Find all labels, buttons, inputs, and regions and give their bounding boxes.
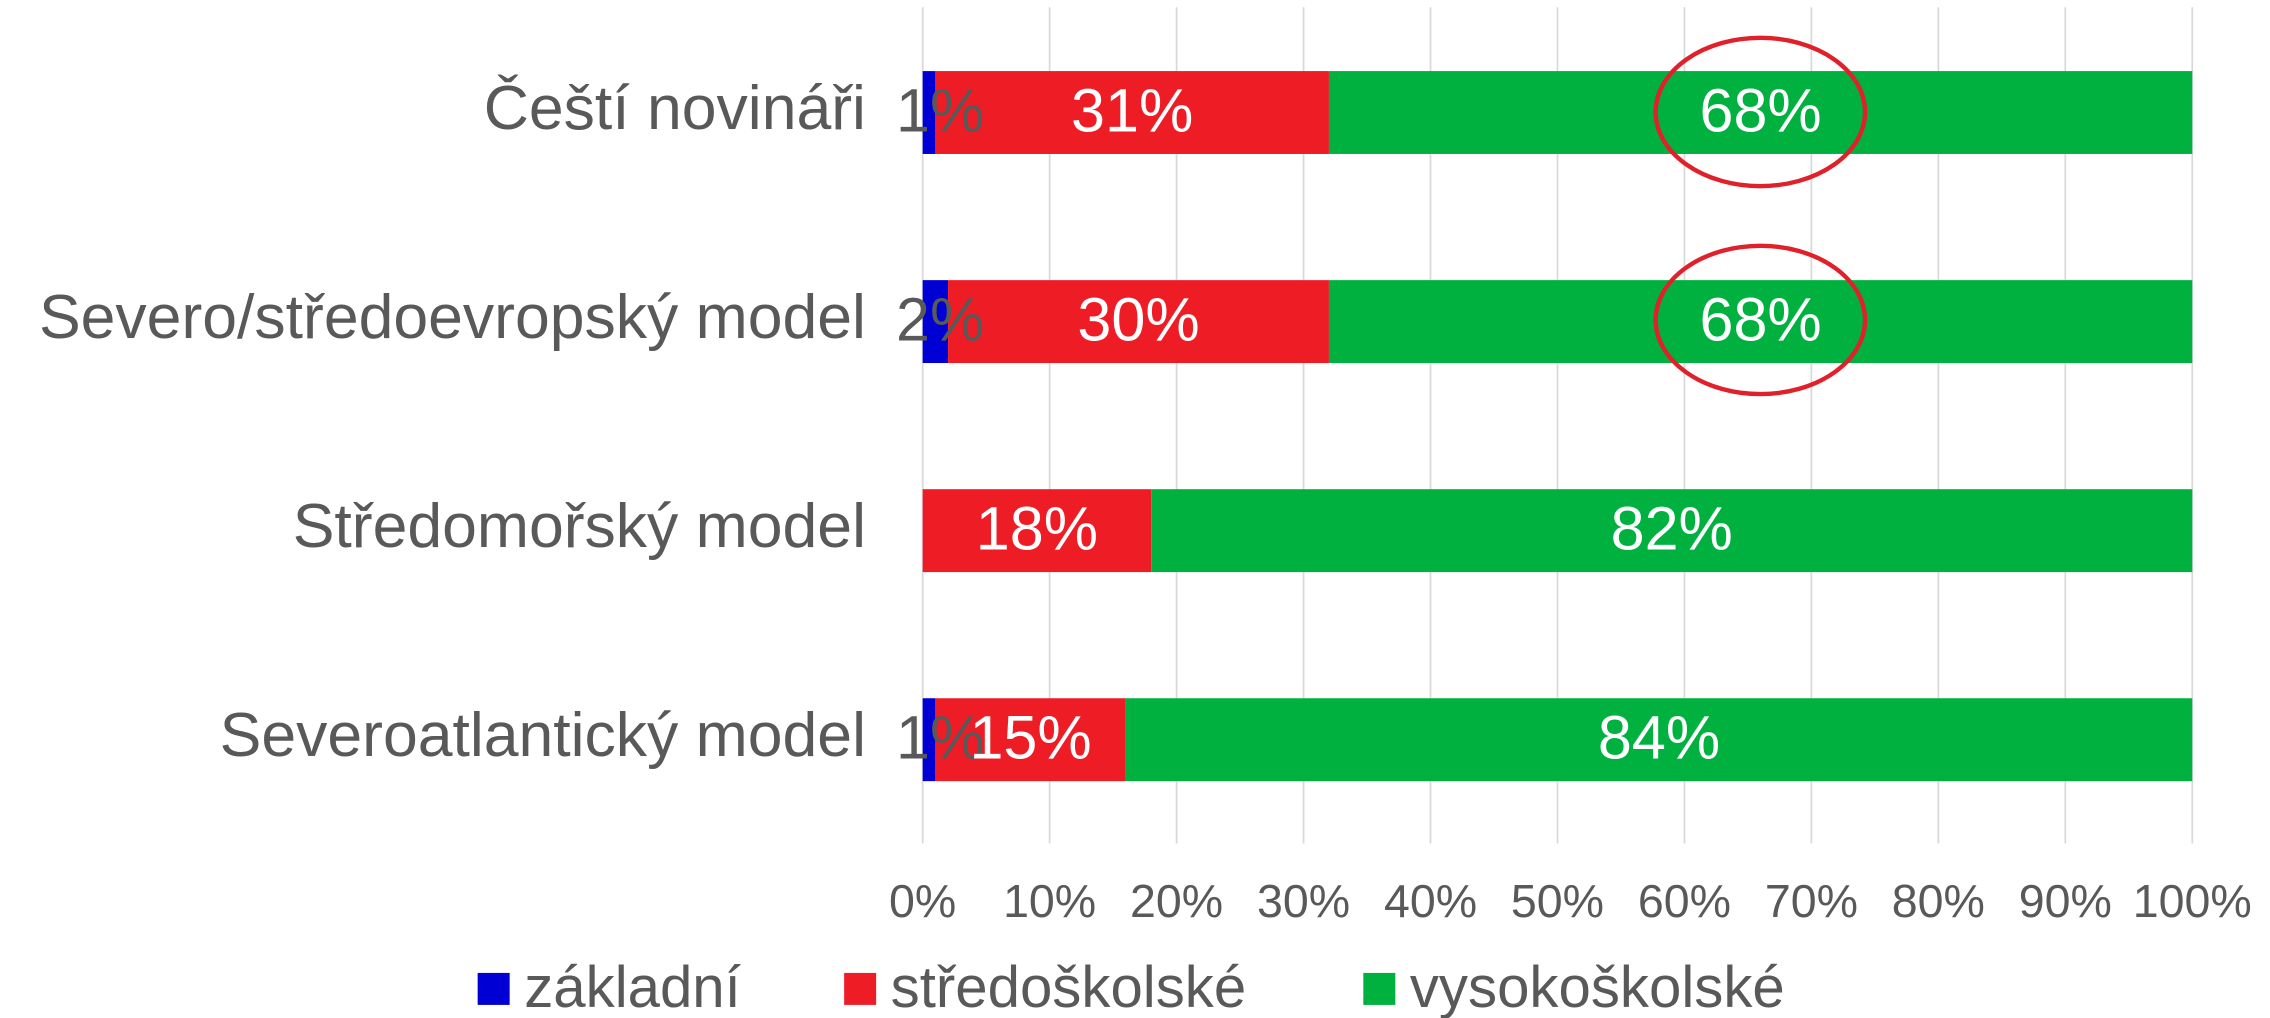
legend-label: středoškolské xyxy=(891,955,1247,1018)
data-label: 68% xyxy=(1699,286,1821,354)
category-label: Severo/středoevropský model xyxy=(39,282,866,352)
data-label: 15% xyxy=(969,704,1091,772)
x-tick-label: 50% xyxy=(1511,875,1604,927)
bar-segment xyxy=(922,280,949,364)
x-tick-label: 20% xyxy=(1130,875,1223,927)
data-label: 82% xyxy=(1611,495,1733,563)
data-label: 68% xyxy=(1699,77,1821,145)
data-label: 30% xyxy=(1077,286,1199,354)
category-label: Severoatlantický model xyxy=(220,700,866,770)
bar-segment xyxy=(935,71,1329,154)
legend-label: základní xyxy=(524,955,741,1018)
data-label: 18% xyxy=(976,495,1098,563)
bar-segment xyxy=(1328,280,2193,364)
legend-label: vysokoškolské xyxy=(1410,955,1785,1018)
bar-segment xyxy=(1151,489,2193,573)
x-tick-label: 80% xyxy=(1892,875,1985,927)
category-label: Čeští novináři xyxy=(484,73,866,143)
x-tick-label: 100% xyxy=(2133,875,2252,927)
data-label: 31% xyxy=(1071,77,1193,145)
category-label: Středomořský model xyxy=(293,491,866,561)
data-label: 1% xyxy=(896,77,984,145)
x-tick-label: 10% xyxy=(1003,875,1096,927)
x-tick-label: 30% xyxy=(1257,875,1350,927)
bar-segment xyxy=(922,698,936,782)
bar-segment xyxy=(922,489,1152,573)
legend-swatch xyxy=(844,972,877,1005)
bars xyxy=(922,71,2193,782)
x-tick-label: 70% xyxy=(1765,875,1858,927)
bar-segment xyxy=(948,280,1329,364)
bar-segment xyxy=(1328,71,2193,154)
data-label: 84% xyxy=(1598,704,1720,772)
x-tick-label: 90% xyxy=(2019,875,2112,927)
x-tick-label: 40% xyxy=(1384,875,1477,927)
highlight-circle xyxy=(1653,243,1868,397)
x-tick-label: 60% xyxy=(1638,875,1731,927)
data-label: 2% xyxy=(896,286,984,354)
legend: základní středoškolské vysokoškolské xyxy=(477,955,1785,1018)
legend-swatch xyxy=(477,972,510,1005)
x-tick-label: 0% xyxy=(889,875,956,927)
bar-segment xyxy=(1125,698,2193,782)
highlight-circle xyxy=(1653,35,1868,189)
legend-swatch xyxy=(1363,972,1396,1005)
bar-segment xyxy=(922,71,936,154)
labels: 0% 10% 20% 30% 40% 50% 60% 70% 80% 90% 100% Čeští n… xyxy=(39,73,2252,927)
data-label: 1% xyxy=(896,704,984,772)
bar-segment xyxy=(935,698,1126,782)
